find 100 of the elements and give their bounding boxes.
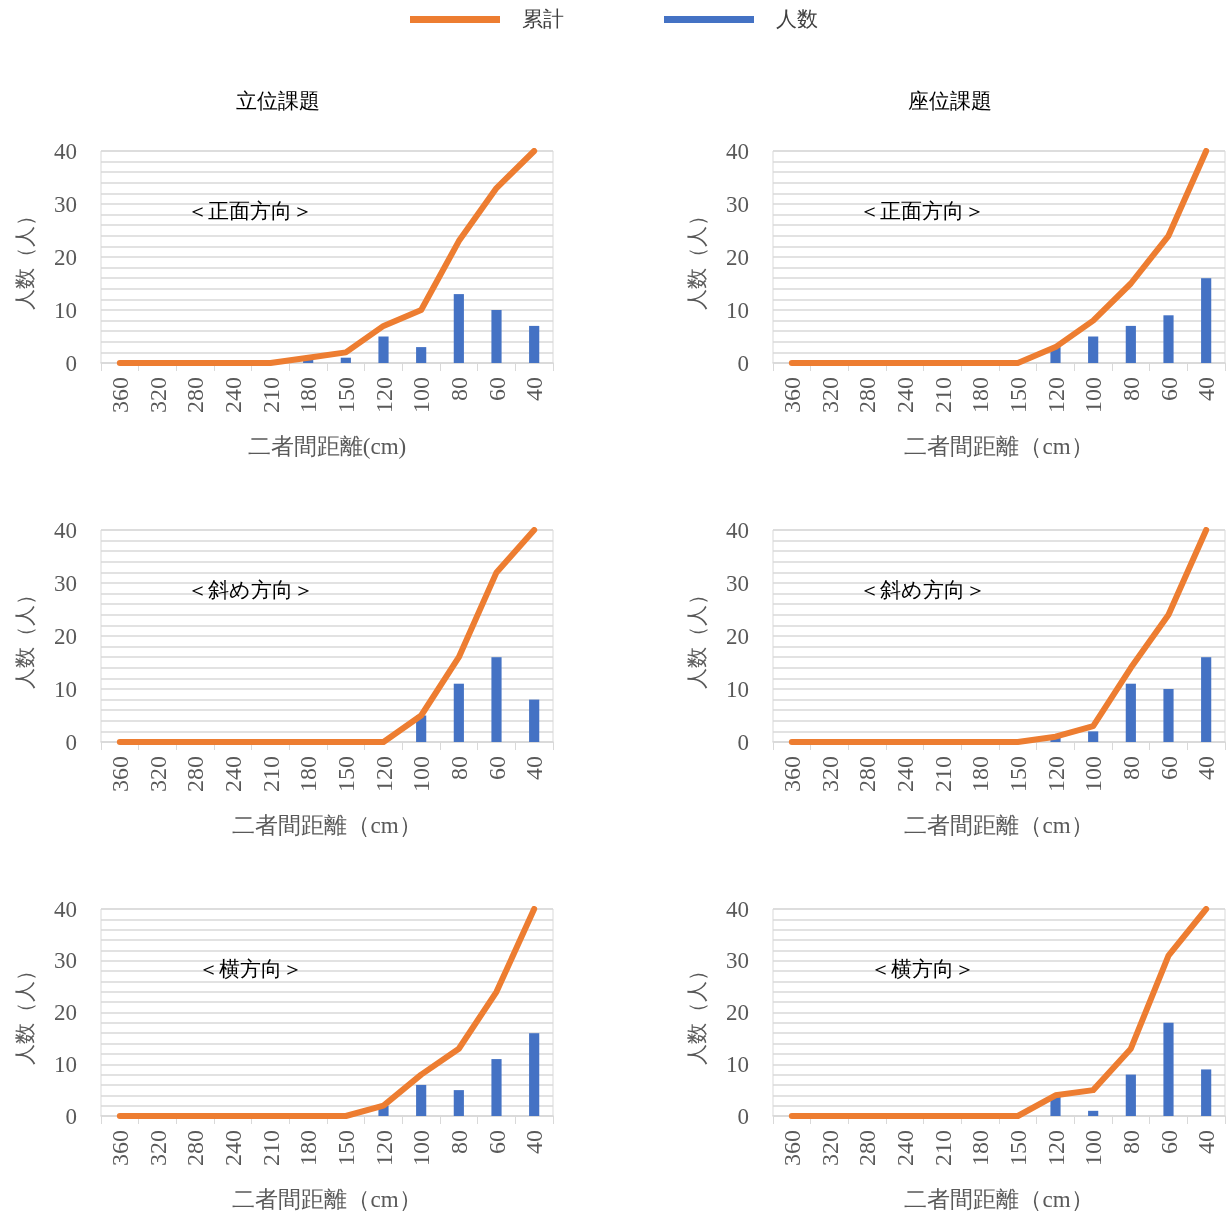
x-tick-label: 240 bbox=[219, 377, 246, 413]
bar bbox=[453, 1090, 464, 1116]
bar bbox=[529, 1033, 540, 1116]
y-tick-label: 40 bbox=[54, 138, 77, 164]
x-tick-label: 120 bbox=[1042, 756, 1069, 792]
y-tick-label: 0 bbox=[737, 350, 749, 376]
x-tick-label: 280 bbox=[182, 377, 209, 413]
x-tick-label: 150 bbox=[1004, 756, 1031, 792]
bar bbox=[1201, 278, 1212, 363]
x-tick-label: 60 bbox=[1155, 756, 1182, 780]
x-tick-label: 40 bbox=[1193, 377, 1220, 401]
x-tick-label: 320 bbox=[816, 377, 843, 413]
bar bbox=[491, 657, 502, 742]
annotation: ＜斜め方向＞ bbox=[186, 578, 314, 602]
y-tick-label: 40 bbox=[726, 138, 749, 164]
x-tick-label: 280 bbox=[182, 1130, 209, 1166]
x-tick-label: 120 bbox=[370, 1130, 397, 1166]
x-tick-label: 320 bbox=[144, 756, 171, 792]
annotation: ＜横方向＞ bbox=[197, 957, 303, 981]
x-tick-label: 80 bbox=[445, 1130, 472, 1154]
y-tick-label: 0 bbox=[65, 350, 77, 376]
bar bbox=[416, 347, 427, 363]
bar bbox=[378, 336, 389, 363]
x-tick-label: 180 bbox=[295, 756, 322, 792]
y-tick-label: 10 bbox=[54, 1051, 77, 1077]
y-axis-title: 人数（人） bbox=[684, 204, 709, 310]
x-tick-label: 80 bbox=[1117, 1130, 1144, 1154]
x-tick-label: 210 bbox=[929, 756, 956, 792]
x-tick-label: 150 bbox=[332, 1130, 359, 1166]
x-tick-label: 120 bbox=[1042, 1130, 1069, 1166]
x-tick-label: 40 bbox=[1193, 756, 1220, 780]
x-tick-label: 180 bbox=[295, 377, 322, 413]
y-tick-label: 0 bbox=[737, 1103, 749, 1129]
x-tick-label: 360 bbox=[778, 377, 805, 413]
bar bbox=[1125, 1074, 1136, 1116]
x-axis-title: 二者間距離（cm） bbox=[232, 1187, 422, 1212]
x-axis-title: 二者間距離（cm） bbox=[904, 813, 1094, 838]
y-tick-label: 0 bbox=[65, 729, 77, 755]
x-tick-label: 100 bbox=[408, 756, 435, 792]
x-tick-label: 280 bbox=[854, 1130, 881, 1166]
bar bbox=[529, 325, 540, 363]
x-tick-label: 80 bbox=[1117, 377, 1144, 401]
x-tick-label: 60 bbox=[483, 377, 510, 401]
bar bbox=[1088, 336, 1099, 363]
x-tick-label: 180 bbox=[967, 756, 994, 792]
y-tick-label: 20 bbox=[54, 244, 77, 270]
bar bbox=[1088, 1110, 1099, 1116]
x-tick-label: 60 bbox=[1155, 377, 1182, 401]
x-tick-label: 40 bbox=[1193, 1130, 1220, 1154]
y-tick-label: 30 bbox=[54, 570, 77, 596]
legend-label: 累計 bbox=[521, 6, 564, 33]
x-axis-title: 二者間距離（cm） bbox=[232, 813, 422, 838]
y-tick-label: 40 bbox=[726, 896, 749, 922]
bar bbox=[1163, 1022, 1174, 1116]
x-tick-label: 100 bbox=[408, 377, 435, 413]
x-tick-label: 320 bbox=[144, 377, 171, 413]
x-tick-label: 210 bbox=[257, 377, 284, 413]
y-tick-label: 0 bbox=[737, 729, 749, 755]
bar bbox=[491, 310, 502, 363]
x-tick-label: 210 bbox=[929, 377, 956, 413]
bar bbox=[491, 1059, 502, 1116]
x-tick-label: 210 bbox=[257, 756, 284, 792]
x-tick-label: 280 bbox=[854, 377, 881, 413]
x-tick-label: 240 bbox=[891, 377, 918, 413]
x-tick-label: 360 bbox=[106, 756, 133, 792]
x-axis-title: 二者間距離（cm） bbox=[904, 1187, 1094, 1212]
bar bbox=[1125, 325, 1136, 363]
y-axis-title: 人数（人） bbox=[684, 583, 709, 689]
chart-title: 座位課題 bbox=[907, 88, 992, 113]
x-tick-label: 320 bbox=[816, 756, 843, 792]
x-tick-label: 280 bbox=[182, 756, 209, 792]
x-tick-label: 360 bbox=[778, 1130, 805, 1166]
y-tick-label: 20 bbox=[726, 244, 749, 270]
x-axis-title: 二者間距離（cm） bbox=[904, 434, 1094, 459]
x-tick-label: 360 bbox=[106, 377, 133, 413]
bar bbox=[453, 683, 464, 742]
x-tick-label: 80 bbox=[445, 377, 472, 401]
x-tick-label: 40 bbox=[521, 756, 548, 780]
x-tick-label: 60 bbox=[1155, 1130, 1182, 1154]
x-tick-label: 150 bbox=[1004, 1130, 1031, 1166]
x-axis-title: 二者間距離(cm) bbox=[247, 434, 407, 459]
y-tick-label: 30 bbox=[54, 948, 77, 974]
x-tick-label: 40 bbox=[521, 377, 548, 401]
x-tick-label: 60 bbox=[483, 1130, 510, 1154]
x-tick-label: 240 bbox=[219, 756, 246, 792]
x-tick-label: 280 bbox=[854, 756, 881, 792]
bar bbox=[1125, 683, 1136, 742]
y-tick-label: 10 bbox=[726, 1051, 749, 1077]
y-tick-label: 30 bbox=[726, 191, 749, 217]
y-tick-label: 10 bbox=[726, 297, 749, 323]
x-tick-label: 320 bbox=[144, 1130, 171, 1166]
y-tick-label: 20 bbox=[54, 623, 77, 649]
x-tick-label: 120 bbox=[370, 377, 397, 413]
y-tick-label: 20 bbox=[54, 1000, 77, 1025]
y-tick-label: 30 bbox=[54, 191, 77, 217]
x-tick-label: 100 bbox=[1080, 377, 1107, 413]
x-tick-label: 100 bbox=[1080, 756, 1107, 792]
x-tick-label: 240 bbox=[891, 1130, 918, 1166]
x-tick-label: 210 bbox=[929, 1130, 956, 1166]
bar bbox=[1088, 731, 1099, 742]
